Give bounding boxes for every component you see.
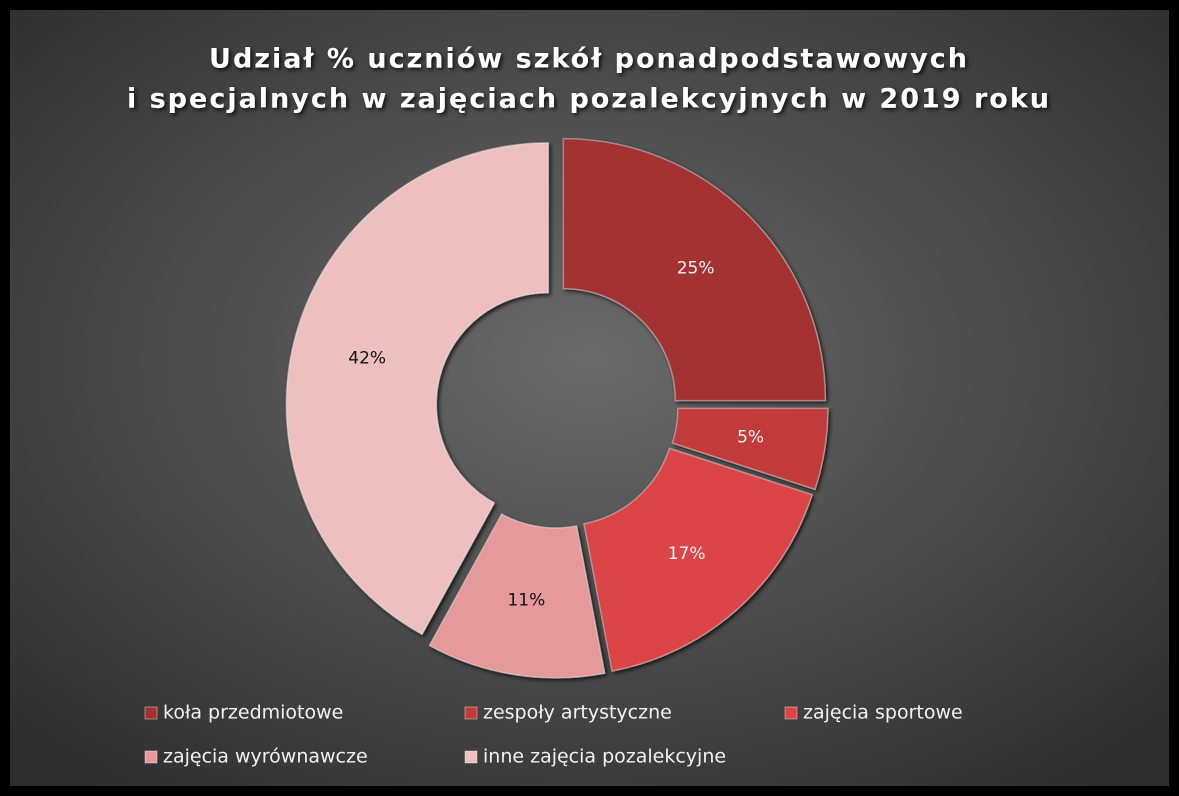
chart-title: Udział % uczniów szkół ponadpodstawowych	[209, 44, 969, 75]
data-label: 5%	[737, 428, 764, 448]
data-label: 11%	[507, 591, 545, 611]
legend-label: inne zajęcia pozalekcyjne	[483, 746, 726, 768]
legend-label: zespoły artystyczne	[483, 702, 672, 724]
legend-marker	[784, 706, 798, 720]
legend-marker	[464, 750, 478, 764]
donut-slice	[428, 513, 606, 679]
legend-label: koła przedmiotowe	[163, 702, 343, 724]
donut-slice	[285, 142, 550, 636]
data-label: 17%	[668, 544, 706, 564]
donut-slice	[671, 407, 829, 491]
donut-slice	[583, 447, 814, 672]
chart-title: i specjalnych w zajęciach pozalekcyjnych…	[127, 84, 1051, 115]
data-label: 25%	[677, 258, 715, 278]
legend-marker	[144, 750, 158, 764]
data-label: 42%	[348, 348, 386, 368]
legend-label: zajęcia sportowe	[803, 702, 963, 724]
legend-marker	[464, 706, 478, 720]
legend-label: zajęcia wyrównawcze	[163, 746, 368, 768]
legend-marker	[144, 706, 158, 720]
donut-slice	[562, 137, 827, 402]
